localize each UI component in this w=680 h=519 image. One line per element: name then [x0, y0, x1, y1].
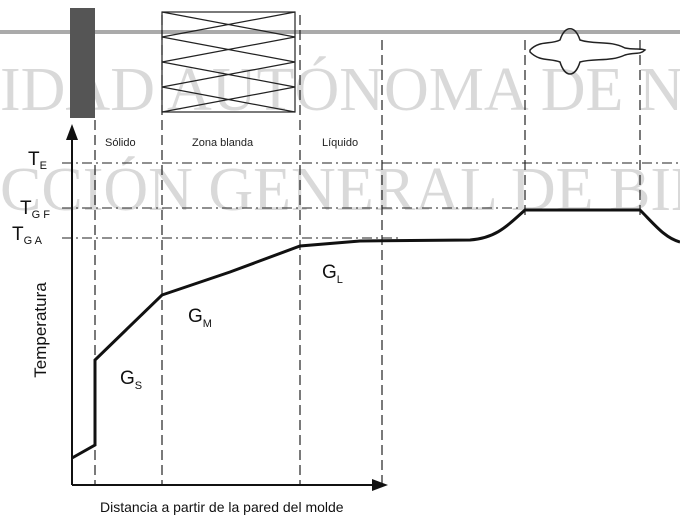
y-axis-label: Temperatura: [31, 282, 50, 378]
text-part: S: [135, 380, 142, 392]
arrow: [66, 124, 78, 140]
zone-label: Zona blanda: [192, 137, 254, 149]
temperature-label: TE: [28, 149, 47, 172]
text-part: M: [203, 318, 212, 330]
arrow: [372, 479, 388, 491]
text-part: G: [188, 306, 203, 327]
text-part: L: [337, 274, 343, 286]
zone-label: Sólido: [105, 137, 136, 149]
text-part: G A: [24, 235, 43, 247]
text-part: G: [322, 262, 337, 283]
solid-icon: [70, 8, 95, 118]
text-part: G F: [32, 209, 51, 221]
gradient-label: GL: [322, 262, 343, 286]
text-part: T: [12, 224, 24, 245]
x-axis-label: Distancia a partir de la pared del molde: [100, 499, 344, 515]
diagram: IDAD AUTÓNOMA DE NU CCIÓN GENERAL DE BIB…: [0, 0, 680, 519]
temperature-curve: [72, 210, 680, 458]
temperature-label: TG A: [12, 224, 43, 247]
gradient-label: GS: [120, 368, 142, 392]
zone-label: Líquido: [322, 137, 358, 149]
gradient-label: GM: [188, 306, 212, 330]
text-part: E: [40, 160, 47, 172]
text-part: T: [20, 198, 32, 219]
watermark: CCIÓN GENERAL DE BIBLIOT: [0, 156, 680, 224]
text-part: T: [28, 149, 40, 170]
text-part: G: [120, 368, 135, 389]
